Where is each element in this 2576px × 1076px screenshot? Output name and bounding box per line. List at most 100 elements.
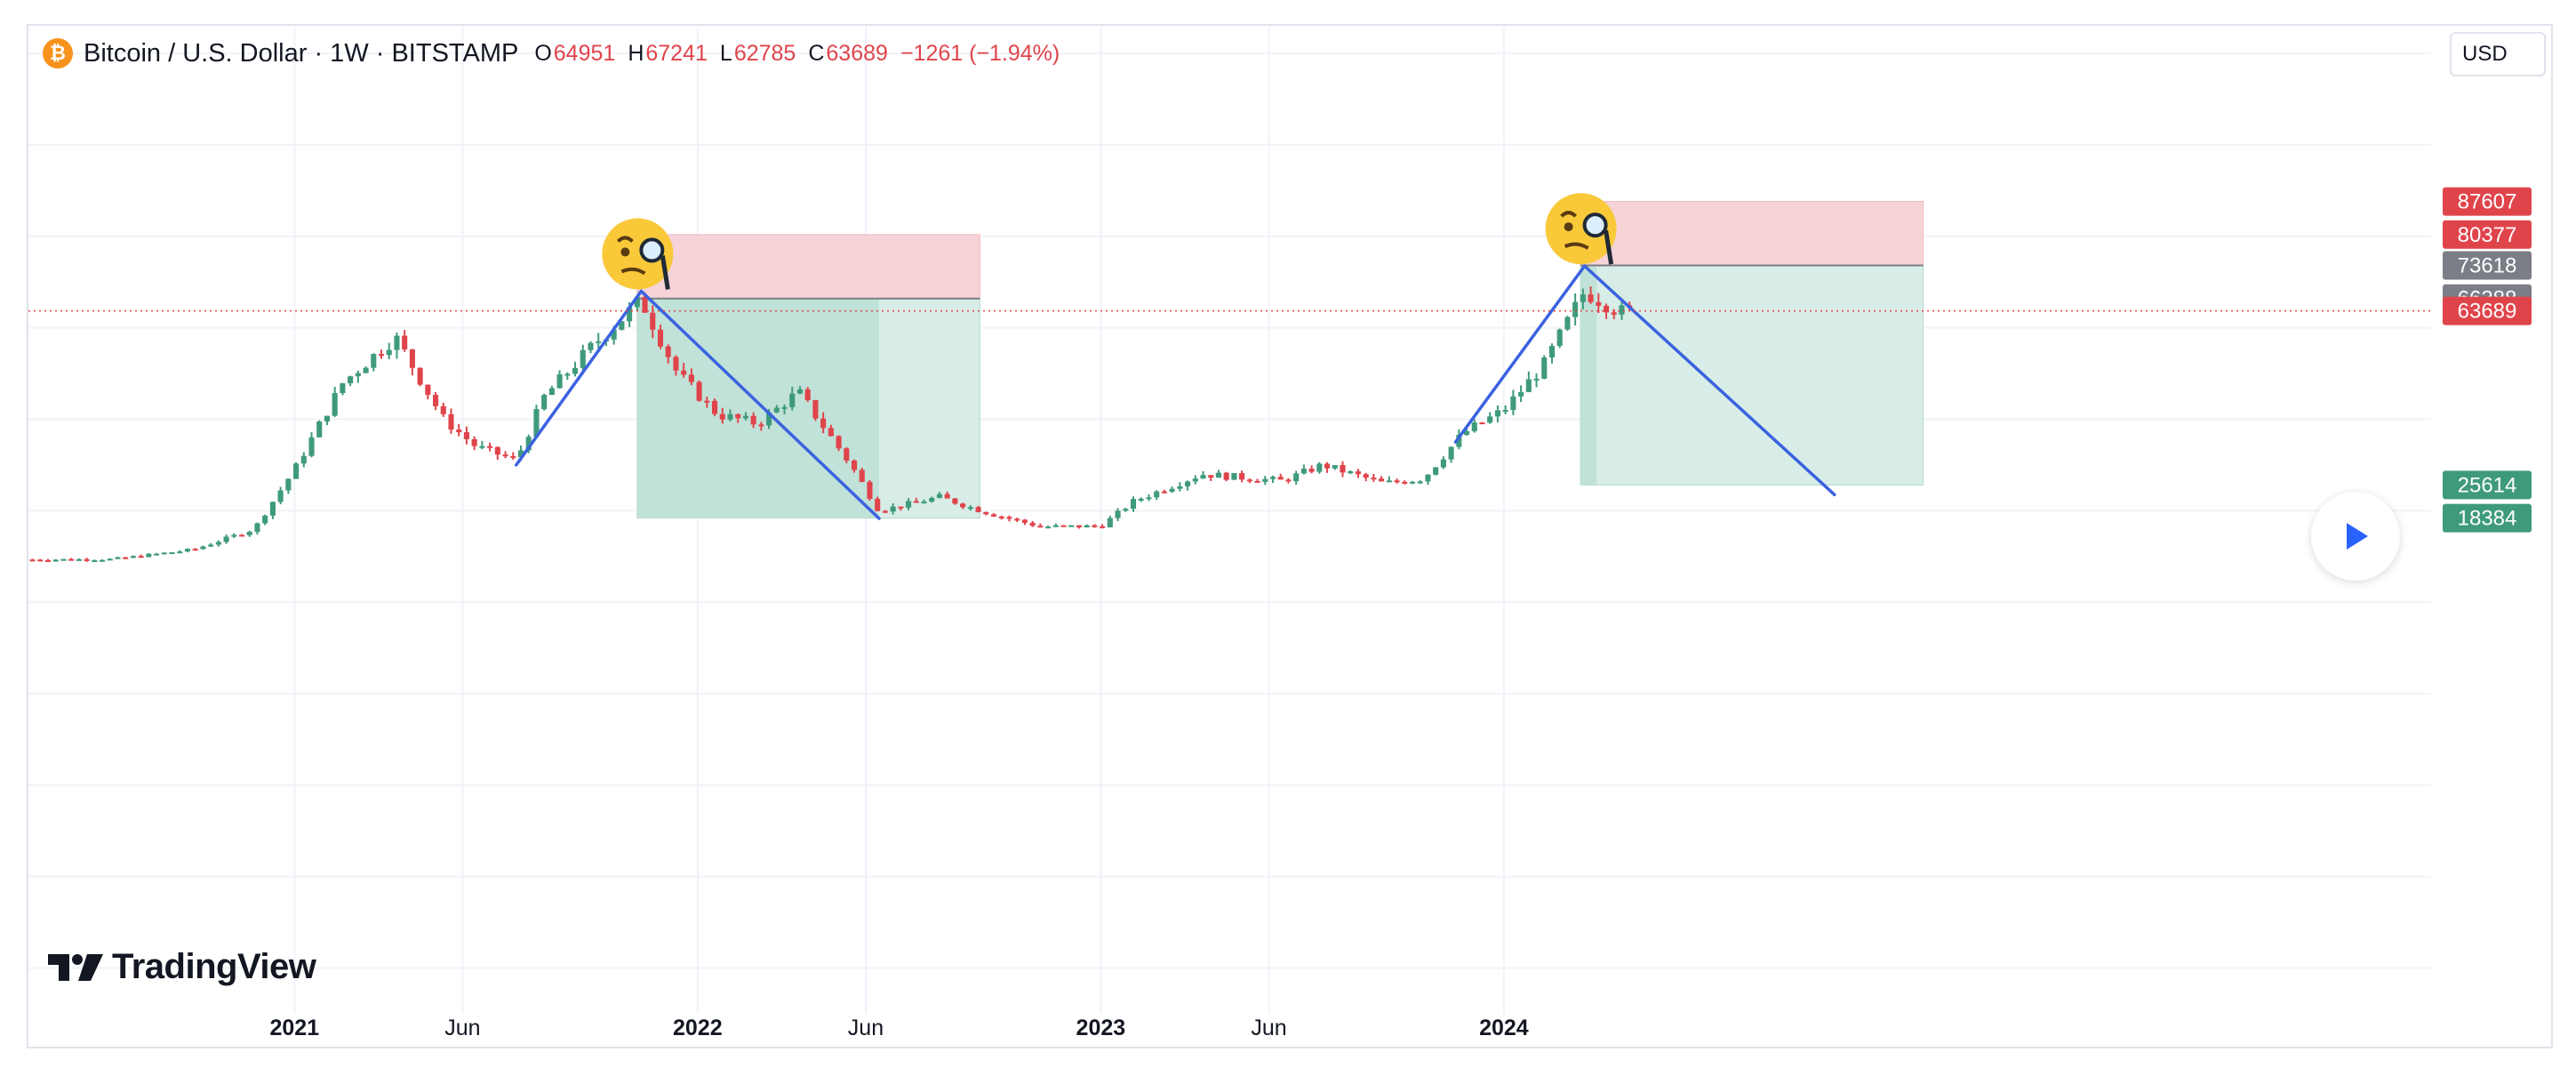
candle-body	[84, 558, 90, 561]
candle-body	[627, 307, 633, 322]
candle-body	[696, 381, 702, 401]
currency-button[interactable]: USD	[2450, 32, 2546, 76]
price-label-text: 87607	[2458, 190, 2517, 214]
candle-body	[1068, 525, 1075, 527]
candle-body	[1533, 378, 1540, 381]
candle-body	[246, 532, 252, 535]
candle-body	[1402, 481, 1408, 484]
candle-body	[867, 481, 873, 499]
candle-body	[890, 506, 896, 512]
candle-body	[1285, 479, 1292, 482]
candle-body	[1154, 491, 1160, 498]
candle-body	[525, 437, 532, 451]
candle-body	[1417, 481, 1423, 484]
candle-body	[479, 446, 485, 448]
candle-body	[1525, 379, 1532, 392]
candle-body	[758, 424, 764, 427]
candle-body	[1502, 410, 1508, 413]
candle-body	[200, 546, 206, 550]
candle-body	[533, 409, 540, 438]
candle-body	[1076, 525, 1083, 528]
candle-body	[548, 388, 555, 396]
candle-body	[1471, 422, 1477, 431]
candle-body	[906, 501, 912, 508]
realized-profit-zone	[1580, 265, 1597, 486]
candle-body	[1092, 525, 1098, 527]
candle-body	[719, 414, 725, 420]
candle-body	[1254, 480, 1260, 483]
candle-body	[1177, 486, 1183, 489]
candle-body	[572, 367, 579, 374]
candle-body	[161, 552, 167, 555]
x-tick-label: 2023	[1076, 1016, 1126, 1040]
candle-body	[766, 412, 772, 426]
candle-body	[1425, 474, 1431, 482]
candle-body	[1130, 499, 1137, 510]
candle-body	[1277, 477, 1284, 480]
candle-body	[277, 490, 284, 502]
candle-body	[1596, 301, 1602, 306]
candle-body	[804, 389, 811, 401]
candle-body	[285, 478, 292, 491]
candle-body	[711, 400, 718, 414]
candle-body	[1564, 317, 1571, 330]
y-tick-label: 0	[2524, 590, 2537, 615]
candle-body	[146, 553, 152, 558]
candle-body	[929, 497, 935, 502]
thinking-face-icon	[602, 218, 674, 290]
candle-body	[960, 503, 966, 508]
candle-body	[1084, 525, 1090, 528]
candle-body	[1308, 469, 1315, 472]
tradingview-logo[interactable]: TradingView	[48, 947, 316, 987]
candle-body	[1262, 478, 1268, 482]
candle-body	[1348, 471, 1354, 474]
candle-body	[750, 415, 756, 425]
bitcoin-icon: ₿	[43, 38, 73, 68]
candle-body	[836, 436, 842, 449]
chart-frame	[27, 24, 2553, 1048]
candle-body	[936, 494, 943, 498]
candle-body	[1192, 478, 1198, 482]
candle-body	[1448, 446, 1454, 460]
candle-body	[673, 357, 679, 371]
candle-body	[596, 341, 602, 343]
candle-body	[1052, 525, 1059, 527]
candle-body	[1379, 478, 1385, 482]
x-tick-label: 2022	[673, 1016, 723, 1040]
candle-body	[1440, 459, 1446, 468]
candle-body	[1572, 301, 1579, 317]
candle-body	[192, 549, 198, 551]
candle-body	[665, 346, 671, 357]
x-tick-label: Jun	[444, 1016, 480, 1040]
trend-line	[639, 289, 881, 520]
candle-body	[967, 507, 973, 510]
candle-body	[184, 549, 191, 552]
candle-body	[1324, 463, 1331, 469]
candle-body	[619, 321, 625, 330]
candle-body	[634, 296, 640, 308]
candle-body	[115, 557, 121, 559]
candle-body	[820, 418, 827, 429]
y-tick-label: 40000	[2475, 407, 2537, 432]
candle-body	[1316, 463, 1323, 472]
candle-body	[1611, 312, 1617, 315]
candle-body	[1037, 526, 1044, 528]
candle-body	[1541, 357, 1548, 379]
replay-button[interactable]	[2311, 492, 2400, 581]
candle-body	[402, 335, 408, 350]
candle-body	[1208, 475, 1214, 478]
candle-body	[417, 367, 423, 385]
candle-body	[371, 354, 377, 368]
brand-name: TradingView	[112, 947, 316, 986]
candle-body	[1409, 481, 1416, 484]
candle-body	[1479, 422, 1485, 425]
candle-body	[1239, 473, 1245, 480]
candle-body	[123, 557, 129, 559]
x-tick-label: Jun	[848, 1016, 884, 1040]
candle-body	[316, 421, 323, 438]
y-tick-label: −80000	[2462, 957, 2537, 982]
symbol-title[interactable]: Bitcoin / U.S. Dollar · 1W · BITSTAMP	[84, 38, 519, 68]
candle-body	[1332, 465, 1338, 469]
candle-body	[138, 556, 144, 558]
